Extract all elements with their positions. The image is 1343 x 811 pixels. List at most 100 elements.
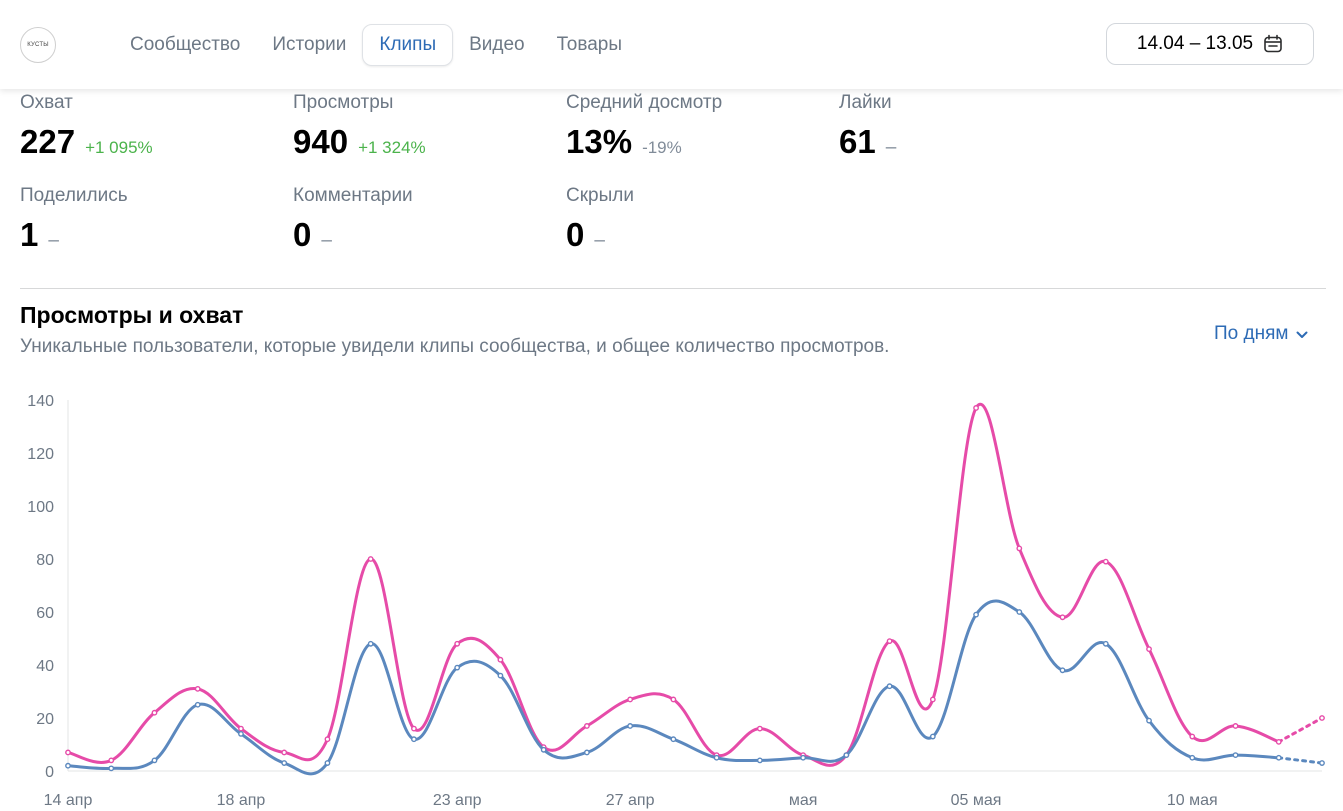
tab-stories[interactable]: Истории bbox=[272, 34, 347, 55]
stat-value: 227 bbox=[20, 123, 76, 160]
top-bar: КУСТЫ Сообщество Истории Клипы Видео Тов… bbox=[0, 0, 1343, 89]
stat-shares: Поделились 1 – bbox=[20, 185, 128, 254]
reach-series-point bbox=[65, 762, 71, 769]
views-series-point bbox=[454, 640, 461, 647]
section-divider bbox=[20, 288, 1326, 289]
reach-series-point bbox=[1059, 667, 1066, 674]
stat-delta: – bbox=[48, 230, 59, 251]
stat-value: 13% bbox=[566, 123, 633, 160]
views-series-point bbox=[367, 556, 374, 562]
stat-delta: – bbox=[321, 230, 332, 251]
stat-value: 0 bbox=[293, 216, 312, 253]
chart-subtitle: Уникальные пользователи, которые увидели… bbox=[20, 336, 890, 357]
views-series-point bbox=[1016, 545, 1023, 552]
period-dropdown[interactable]: По дням bbox=[1214, 323, 1308, 345]
date-range-label: 14.04 – 13.05 bbox=[1136, 33, 1254, 54]
tab-video[interactable]: Видео bbox=[469, 34, 525, 55]
stat-delta: – bbox=[885, 137, 897, 158]
reach-series-point bbox=[713, 754, 720, 761]
stat-label: Поделились bbox=[20, 185, 128, 206]
reach-series-point bbox=[973, 611, 979, 618]
stat-label: Охват bbox=[20, 92, 73, 113]
x-tick-label: 05 мая bbox=[951, 792, 1002, 809]
stat-value: 0 bbox=[566, 216, 585, 253]
views-series-point bbox=[497, 656, 504, 663]
x-tick-label: мая bbox=[789, 792, 818, 809]
views-series-point bbox=[194, 685, 201, 692]
reach-series-point bbox=[1275, 754, 1282, 761]
stat-likes: Лайки 61 – bbox=[839, 92, 896, 161]
reach-series-point bbox=[194, 701, 201, 708]
reach-series-point bbox=[1319, 760, 1325, 766]
views-series-point bbox=[65, 749, 71, 756]
stat-value: 940 bbox=[293, 123, 349, 160]
stat-delta: – bbox=[594, 230, 605, 251]
community-logo[interactable]: КУСТЫ bbox=[20, 27, 56, 63]
views-series-line bbox=[66, 403, 1281, 767]
views-series-point bbox=[886, 638, 893, 645]
reach-series-point bbox=[756, 757, 763, 764]
reach-series-point bbox=[1189, 754, 1196, 761]
reach-series-line bbox=[66, 599, 1281, 776]
reach-series-point bbox=[108, 765, 115, 772]
stat-views: Просмотры 940 +1 324% bbox=[293, 92, 426, 161]
x-tick-label: 14 апр bbox=[44, 792, 93, 809]
views-series-point bbox=[1319, 715, 1325, 721]
views-series-point bbox=[411, 725, 417, 732]
y-tick-label: 120 bbox=[27, 446, 54, 463]
views-series-point bbox=[929, 696, 936, 703]
views-series-point bbox=[108, 757, 115, 764]
reach-series-point bbox=[800, 754, 807, 761]
reach-series-point bbox=[583, 749, 590, 756]
views-series-point bbox=[1059, 614, 1066, 621]
views-series-point bbox=[756, 725, 763, 732]
reach-series-point bbox=[1016, 609, 1023, 615]
x-tick-label: 18 апр bbox=[217, 792, 266, 809]
period-label: По дням bbox=[1214, 323, 1289, 344]
reach-series-point bbox=[454, 664, 461, 671]
x-tick-label: 23 апр bbox=[433, 792, 482, 809]
stat-value: 61 bbox=[839, 123, 876, 160]
reach-series-point bbox=[151, 757, 158, 764]
reach-series-point bbox=[540, 746, 547, 753]
section-tabs: Сообщество Истории Клипы Видео Товары bbox=[114, 24, 638, 66]
views-reach-chart: 0 20 40 60 80 100 120 140 14 апр 18 апр 23 апр 27 а… bbox=[27, 393, 1325, 809]
stat-label: Просмотры bbox=[293, 92, 394, 113]
reach-series-point bbox=[411, 736, 417, 743]
reach-series-point bbox=[1102, 640, 1109, 647]
calendar-icon bbox=[1263, 34, 1283, 54]
date-range-button[interactable]: 14.04 – 13.05 bbox=[1106, 23, 1314, 65]
logo-text: КУСТЫ bbox=[27, 42, 49, 48]
stat-label: Комментарии bbox=[293, 185, 413, 206]
y-tick-label: 60 bbox=[36, 605, 54, 622]
stat-comments: Комментарии 0 – bbox=[293, 185, 413, 254]
chart-title: Просмотры и охват bbox=[20, 302, 244, 328]
reach-series-point bbox=[324, 760, 331, 766]
y-tick-label: 40 bbox=[36, 658, 54, 675]
x-tick-label: 10 мая bbox=[1167, 792, 1218, 809]
views-series-point bbox=[1102, 558, 1109, 565]
tab-goods[interactable]: Товары bbox=[556, 34, 622, 55]
stat-avg-watch: Средний досмотр 13% -19% bbox=[566, 92, 722, 161]
reach-series-point bbox=[843, 752, 850, 758]
reach-series-point bbox=[670, 736, 677, 743]
tab-clips[interactable]: Клипы bbox=[362, 24, 454, 66]
reach-series-forecast bbox=[1277, 756, 1324, 765]
views-series-point bbox=[151, 709, 158, 716]
reach-series-point bbox=[281, 760, 288, 766]
views-series-point bbox=[238, 725, 244, 732]
views-series-point bbox=[627, 696, 634, 703]
reach-series-point bbox=[238, 730, 244, 737]
stat-delta: +1 095% bbox=[85, 138, 153, 157]
views-series-point bbox=[1232, 723, 1239, 729]
y-tick-label: 0 bbox=[45, 764, 54, 781]
stat-delta: -19% bbox=[642, 138, 682, 157]
views-series-point bbox=[324, 736, 331, 743]
reach-series-point bbox=[929, 733, 936, 740]
y-tick-label: 140 bbox=[27, 393, 54, 410]
reach-series-point bbox=[627, 723, 634, 729]
y-tick-label: 20 bbox=[36, 711, 54, 728]
tab-community[interactable]: Сообщество bbox=[130, 34, 241, 55]
stat-label: Скрыли bbox=[566, 185, 634, 206]
stat-label: Средний досмотр bbox=[566, 92, 723, 113]
